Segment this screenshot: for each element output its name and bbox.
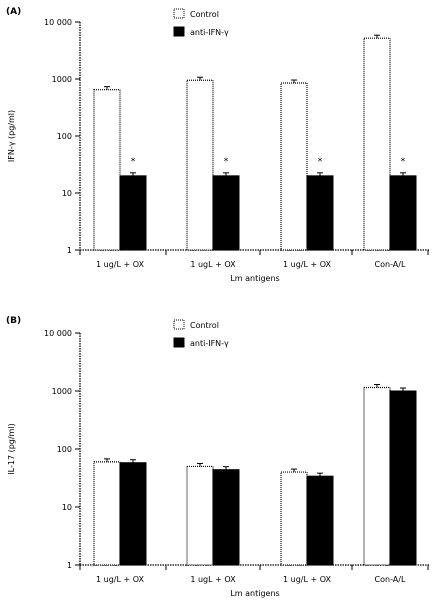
- bar-control: [280, 82, 308, 251]
- category-label: 1 ug/L + OX: [96, 260, 145, 269]
- y-tick-label: 10 000: [44, 18, 72, 27]
- y-tick-label: 10: [62, 503, 72, 512]
- significance-marker: *: [224, 157, 229, 167]
- bar-anti-ifn: [212, 469, 240, 566]
- y-tick-label: 10 000: [44, 329, 72, 338]
- panel-label: (A): [6, 7, 21, 17]
- bar-control: [93, 89, 121, 251]
- legend-swatch-control: [173, 8, 185, 19]
- y-tick-label: 1000: [52, 75, 72, 84]
- bar-anti-ifn: [389, 390, 417, 566]
- category-label: 1 ugL + OX: [190, 575, 236, 584]
- category-label: Con-A/L: [375, 260, 406, 269]
- y-tick-label: 10: [62, 189, 72, 198]
- y-tick-label: 1: [67, 561, 72, 570]
- bar-anti-ifn: [119, 462, 147, 566]
- bar-control: [186, 79, 214, 251]
- category-label: 1 ug/L + OX: [283, 260, 332, 269]
- bar-anti-ifn: [212, 175, 240, 251]
- x-axis-title: Lm antigens: [230, 589, 279, 598]
- bar-control: [93, 461, 121, 566]
- y-axis-title: IFN-γ (pg/ml): [7, 110, 16, 162]
- significance-marker: *: [318, 157, 323, 167]
- legend-swatch-anti: [173, 26, 185, 37]
- significance-marker: *: [131, 157, 136, 167]
- y-tick-label: 100: [57, 132, 72, 141]
- bar-anti-ifn: [306, 175, 334, 251]
- bar-control: [280, 471, 308, 566]
- legend-label-anti: anti-IFN-γ: [190, 28, 229, 37]
- category-label: Con-A/L: [375, 575, 406, 584]
- bar-anti-ifn: [306, 475, 334, 566]
- legend-label-control: Control: [190, 321, 219, 330]
- bar-anti-ifn: [389, 175, 417, 251]
- category-label: 1 ug/L + OX: [283, 575, 332, 584]
- bar-control: [363, 37, 391, 251]
- bar-control: [363, 386, 391, 566]
- category-label: 1 ugL + OX: [190, 260, 236, 269]
- y-tick-label: 100: [57, 445, 72, 454]
- y-tick-label: 1: [67, 246, 72, 255]
- legend-label-anti: anti-IFN-γ: [190, 339, 229, 348]
- bar-control: [186, 465, 214, 566]
- y-tick-label: 1000: [52, 387, 72, 396]
- significance-marker: *: [401, 157, 406, 167]
- category-label: 1 ug/L + OX: [96, 575, 145, 584]
- y-axis-title: IL-17 (pg/ml): [7, 423, 16, 474]
- x-axis-title: Lm antigens: [230, 274, 279, 283]
- bar-anti-ifn: [119, 175, 147, 251]
- panel-label: (B): [6, 316, 21, 326]
- legend-swatch-anti: [173, 337, 185, 348]
- legend-label-control: Control: [190, 10, 219, 19]
- legend-swatch-control: [173, 319, 185, 330]
